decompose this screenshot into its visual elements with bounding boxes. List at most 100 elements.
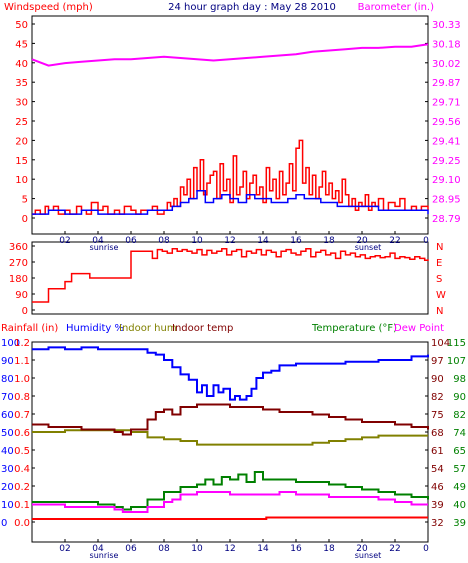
wind-panel-x-tick-label: 04 xyxy=(92,236,104,246)
windspeed-y-tick-label: 20 xyxy=(15,136,28,147)
temperature-alt-y-tick-label: 98 xyxy=(453,374,466,385)
direction-y-tick-label: 90 xyxy=(15,290,28,301)
barometer-y-tick-label: 29.71 xyxy=(432,98,461,109)
rain-y-tick-label: 0.6 xyxy=(14,428,30,439)
humidity-y-tick-label: 60 xyxy=(1,410,14,421)
rain-y-tick-label: 0.4 xyxy=(14,464,30,475)
temperature-y-tick-label: 97 xyxy=(431,356,444,367)
temperature-y-tick-label: 39 xyxy=(431,500,444,511)
rain-y-tick-label: 0.8 xyxy=(14,392,30,403)
wind-panel-x-tick-label: 14 xyxy=(257,236,269,246)
temperature-panel-x-tick-label: 18 xyxy=(323,544,335,554)
wind-panel-x-tick-label: 10 xyxy=(191,236,203,246)
wind-panel-x-tick-label: 02 xyxy=(59,236,70,246)
indoor-hum-series xyxy=(32,429,428,446)
direction-compass-label: N xyxy=(436,306,443,317)
wind-panel-sun-label: sunset xyxy=(355,243,382,252)
direction-compass-label: E xyxy=(436,258,442,269)
humidity-y-tick-label: 50 xyxy=(1,428,14,439)
temperature-alt-y-tick-label: 115 xyxy=(447,338,466,349)
rainfall-in-series xyxy=(32,516,428,520)
humidity-y-tick-label: 10 xyxy=(1,500,14,511)
temperature-panel-x-tick-label: 16 xyxy=(290,544,302,554)
legend-dew-point: Dew Point xyxy=(394,323,444,334)
barometer-y-tick-label: 28.79 xyxy=(432,214,461,225)
temperature-panel-x-tick-label: 02 xyxy=(59,544,70,554)
direction-y-tick-label: 180 xyxy=(9,274,28,285)
wind-panel-x-tick-label: 16 xyxy=(290,236,302,246)
barometer-y-tick-label: 30.18 xyxy=(432,39,461,50)
wind-panel-x-tick-label: 22 xyxy=(389,236,400,246)
temperature-panel-x-tick-label: 04 xyxy=(92,544,104,554)
legend-indoor-hum: Indoor hum xyxy=(119,323,177,334)
temperature-alt-y-tick-label: 57 xyxy=(453,464,466,475)
windspeed-y-tick-label: 5 xyxy=(22,195,28,206)
windspeed-axis-title: Windspeed (mph) xyxy=(4,2,93,13)
rain-y-tick-label: 0.5 xyxy=(14,446,30,457)
barometer-axis-title: Barometer (in.) xyxy=(358,2,434,13)
rain-y-tick-label: 0.0 xyxy=(14,518,30,529)
temperature-y-tick-label: 82 xyxy=(431,392,444,403)
humidity-y-tick-label: 80 xyxy=(1,374,14,385)
direction-y-tick-label: 0 xyxy=(22,306,28,317)
temperature-legend: Rainfall (in) Humidity % Indoor hum Indo… xyxy=(1,323,444,334)
humidity-series xyxy=(32,346,429,401)
temperature-alt-y-tick-label: 40 xyxy=(453,500,466,511)
rain-y-tick-label: 0.2 xyxy=(14,482,30,493)
temperature-alt-y-tick-label: 74 xyxy=(453,428,466,439)
temperature-panel-sun-label: sunset xyxy=(355,551,382,559)
humidity-y-tick-label: 70 xyxy=(1,392,14,403)
windspeed-y-tick-label: 45 xyxy=(15,39,28,50)
wind-panel-x-tick-label: 12 xyxy=(224,236,235,246)
temperature-alt-y-tick-label: 49 xyxy=(453,482,466,493)
temperature-panel-x-end-label: 0 xyxy=(423,544,429,554)
windspeed-y-tick-label: 15 xyxy=(15,156,28,167)
wind-panel-x-tick-label: 18 xyxy=(323,236,335,246)
barometer-y-tick-label: 29.41 xyxy=(432,136,461,147)
barometer-y-tick-label: 30.02 xyxy=(432,59,461,70)
humidity-y-tick-label: 0 xyxy=(1,518,7,529)
windspeed-y-tick-label: 0 xyxy=(22,214,28,225)
temperature-panel-x-tick-label: 06 xyxy=(125,544,137,554)
temperature-y-tick-label: 54 xyxy=(431,464,444,475)
windspeed-y-tick-label: 35 xyxy=(15,78,28,89)
wind-panel-sun-label: sunrise xyxy=(90,243,119,252)
barometer-y-tick-label: 29.87 xyxy=(432,78,461,89)
humidity-y-tick-label: 90 xyxy=(1,356,14,367)
barometer-y-tick-label: 30.33 xyxy=(432,20,461,31)
temperature-alt-y-tick-label: 82 xyxy=(453,410,466,421)
barometer-y-tick-label: 29.10 xyxy=(432,175,461,186)
barometer-series xyxy=(31,43,429,67)
chart-marks: 0 5 10 15 20 25 30 35 40 45 50 28.79 28.95 29.10 29.25… xyxy=(1,20,466,560)
temperature-alt-y-tick-label: 65 xyxy=(453,446,466,457)
humidity-y-tick-label: 30 xyxy=(1,464,14,475)
windspeed-y-tick-label: 25 xyxy=(15,117,28,128)
windspeed-y-tick-label: 50 xyxy=(15,20,28,31)
rain-y-tick-label: 1.2 xyxy=(14,338,30,349)
rain-y-tick-label: 0.7 xyxy=(14,410,30,421)
temperature-panel-sun-label: sunrise xyxy=(90,551,119,559)
wind-panel-x-tick-label: 20 xyxy=(356,236,368,246)
direction-compass-label: N xyxy=(436,242,443,253)
indoor-temp-series xyxy=(32,403,429,436)
windspeed-y-tick-label: 40 xyxy=(15,59,28,70)
rain-y-tick-label: 1.1 xyxy=(14,356,30,367)
temperature-y-tick-label: 104 xyxy=(431,338,450,349)
wind-average-series xyxy=(32,190,429,215)
direction-compass-label: S xyxy=(436,274,442,285)
direction-y-tick-label: 270 xyxy=(9,258,28,269)
wind-panel-x-tick-label: 08 xyxy=(158,236,170,246)
barometer-y-tick-label: 29.25 xyxy=(432,156,461,167)
humidity-y-tick-label: 100 xyxy=(1,338,20,349)
temperature-panel-x-tick-label: 22 xyxy=(389,544,400,554)
humidity-y-tick-label: 40 xyxy=(1,446,14,457)
rain-y-tick-label: 0.1 xyxy=(14,500,30,511)
temperature-panel-frame xyxy=(31,341,429,543)
dew-point-series xyxy=(32,491,428,513)
barometer-y-tick-label: 29.56 xyxy=(432,117,461,128)
temperature-panel-x-tick-label: 14 xyxy=(257,544,269,554)
wind-panel-x-tick-label: 06 xyxy=(125,236,137,246)
humidity-y-tick-label: 20 xyxy=(1,482,14,493)
